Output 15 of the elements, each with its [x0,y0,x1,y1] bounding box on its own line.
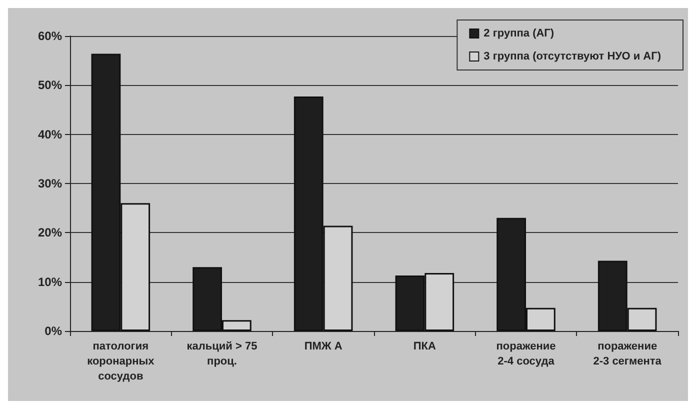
legend-label: 3 группа (отсутствуют НУО и АГ) [484,50,662,62]
x-tick-label: ПКА [413,340,436,352]
x-tick-label: ПМЖ А [304,340,342,352]
y-tick-label: 40% [38,127,62,142]
y-tick-label: 30% [38,176,62,190]
y-tick-label: 60% [38,29,62,43]
y-tick-label: 50% [38,78,62,92]
y-tick-label: 0% [44,324,62,338]
x-tick-label: патология коронарных сосудов [87,340,156,382]
y-tick-label: 10% [38,274,62,289]
y-tick-label: 20% [38,226,62,240]
legend-label: 2 группа (АГ) [484,28,554,40]
x-tick-label: поражение 2-3 сегмента [593,340,662,368]
x-tick-label: поражение 2-4 сосуда [496,340,556,368]
x-tick-label: кальций > 75 проц. [186,340,258,368]
